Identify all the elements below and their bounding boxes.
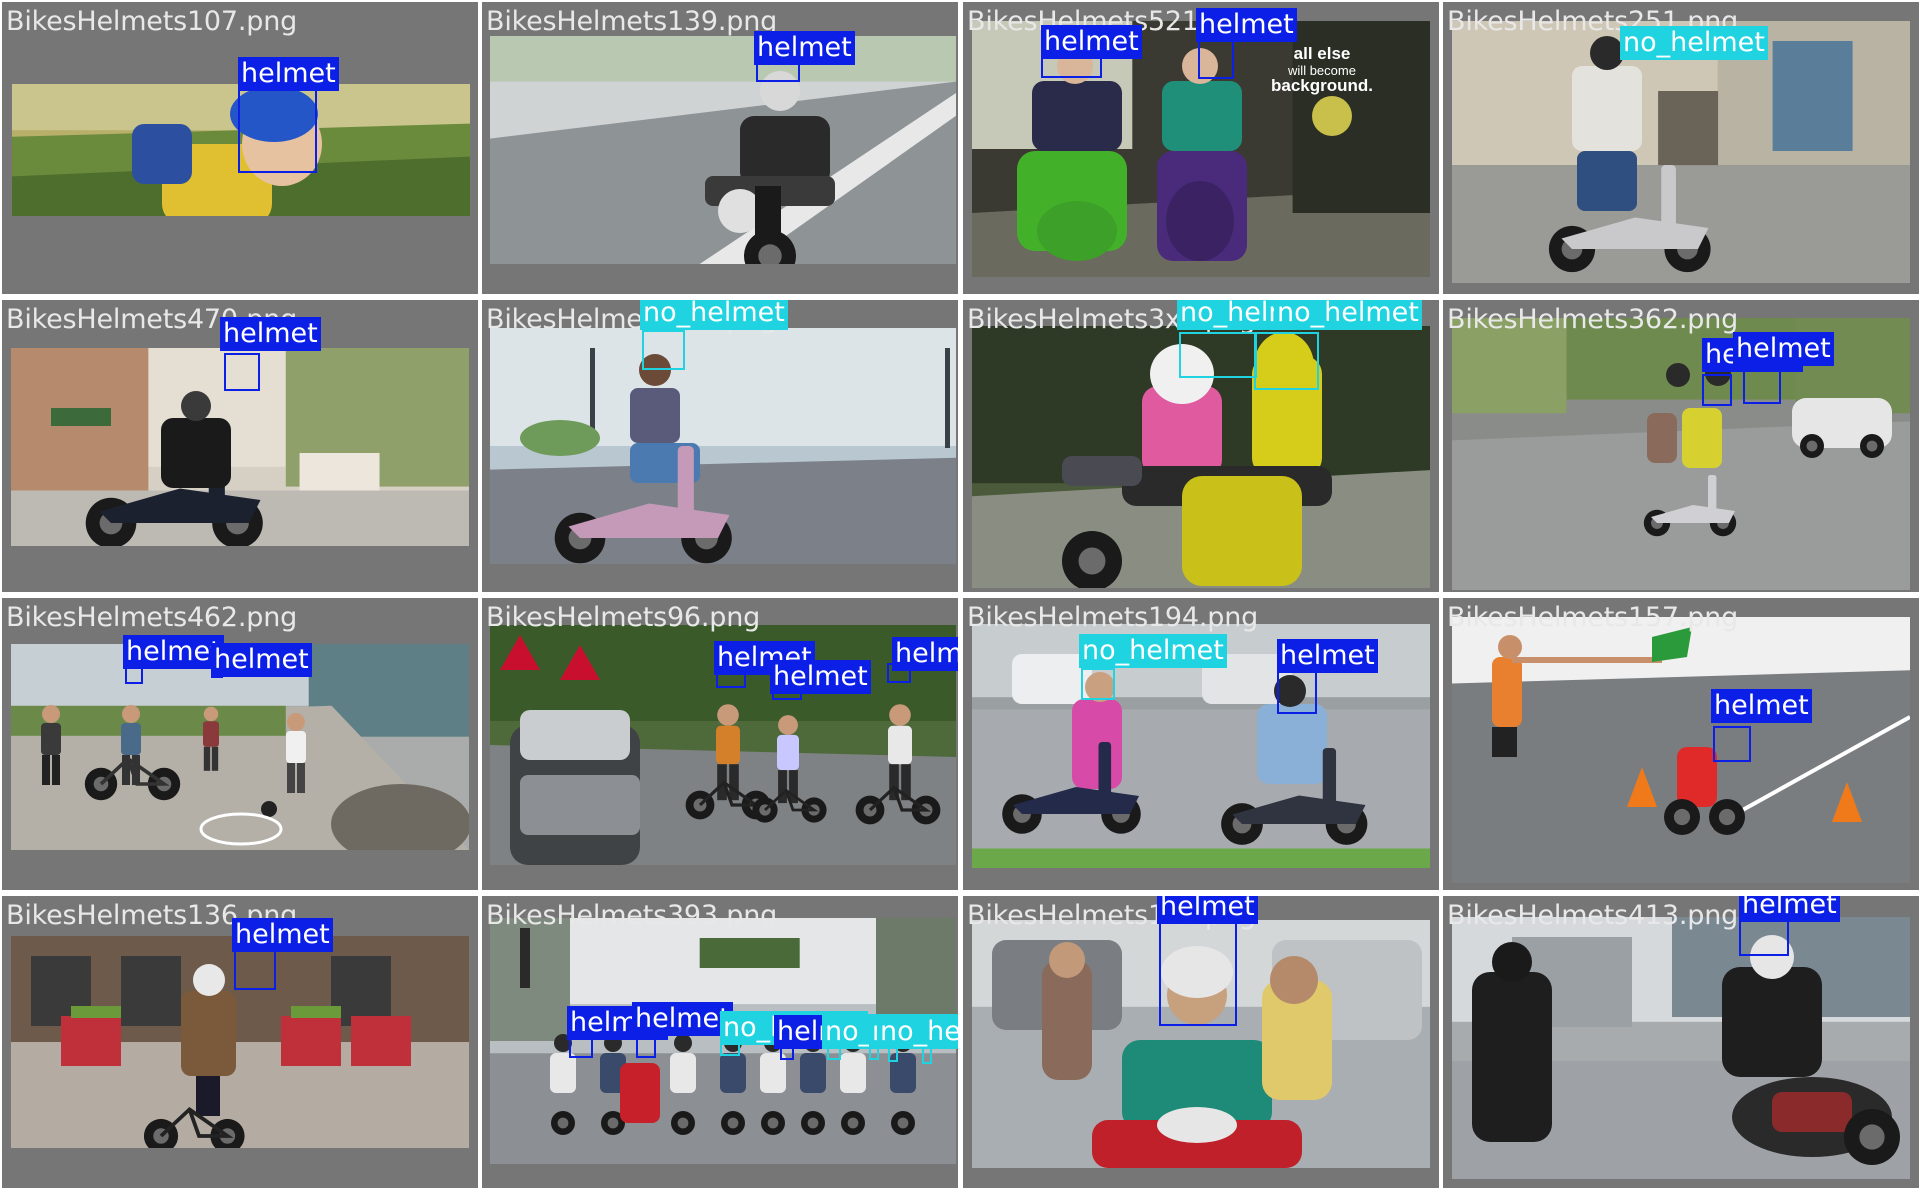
mosaic-tile: BikesHelmets251.png no_helmet — [1443, 2, 1919, 294]
scene-photo: all else will become background. — [972, 21, 1430, 277]
detection-label: helmet — [632, 1002, 733, 1036]
detection-box — [224, 353, 260, 391]
scene-photo — [1452, 21, 1910, 283]
svg-text:all else: all else — [1294, 44, 1351, 63]
detection-label: helmet — [1196, 8, 1297, 42]
scene-photo — [490, 36, 956, 264]
image-filename: BikesHelmets96.png — [486, 602, 761, 633]
scene-photo — [1452, 617, 1910, 883]
detection-label: helmet — [238, 57, 339, 91]
detection-label: helmet — [754, 31, 855, 65]
detection-box — [1198, 39, 1234, 79]
detection-box — [1179, 332, 1257, 378]
detection-label: helmet — [123, 635, 224, 669]
detection-label: helmet — [211, 643, 312, 677]
scene-photo — [972, 920, 1430, 1168]
detection-box — [1713, 726, 1751, 762]
detection-box — [1081, 668, 1115, 700]
mosaic-tile: BikesHelmets136.png helmet — [2, 896, 478, 1188]
image-filename: BikesHelmets462.png — [6, 602, 298, 633]
image-filename: BikesHelmets107.png — [6, 6, 298, 37]
detection-label: helmet — [892, 637, 958, 671]
detection-box — [1254, 332, 1319, 390]
scene-photo — [1452, 318, 1910, 590]
detection-label: helmet — [770, 660, 871, 694]
image-filename: BikesHelmets194.png — [967, 602, 1259, 633]
detection-box — [1739, 918, 1789, 956]
mosaic-tile: BikesHelmets413.png helmet — [1443, 896, 1919, 1188]
detection-label: no_helmet — [1274, 300, 1422, 330]
detection-box — [1277, 670, 1317, 714]
scene-photo — [490, 328, 956, 564]
scene-photo — [1452, 917, 1910, 1179]
detection-box — [1159, 918, 1237, 1026]
svg-text:will become: will become — [1287, 63, 1356, 78]
mosaic-tile: BikesHelmets462.png helmet helmet — [2, 598, 478, 890]
detection-box — [569, 1038, 593, 1058]
detection-label: helmet — [1733, 332, 1834, 366]
detection-label: helmet — [714, 641, 815, 675]
mosaic-tile: BikesHelmets107.png helmet — [2, 2, 478, 294]
detection-label: helmet — [1277, 639, 1378, 673]
mosaic-tile: BikesHelmets303.png no_helmet — [482, 300, 958, 592]
image-filename: BikesHelmets413.png — [1447, 900, 1739, 931]
detection-box — [636, 1038, 656, 1058]
image-filename: BikesHelmets139.png — [486, 6, 778, 37]
scene-photo — [11, 348, 469, 546]
detection-label: no_helmet — [1079, 634, 1227, 668]
mosaic-tile: BikesHelmets3xx.png no_helmet no_helmet — [963, 300, 1439, 592]
detection-box — [1743, 368, 1781, 404]
mosaic-tile: BikesHelmets96.pnghelmethelmethelmet — [482, 598, 958, 890]
mosaic-tile: all else will become background. BikesHelme… — [963, 2, 1439, 294]
detection-label: helmet — [1739, 896, 1840, 922]
detection-box — [642, 330, 685, 370]
detection-label: helmet — [1711, 689, 1812, 723]
detection-label: helmet — [1041, 25, 1142, 59]
mosaic-tile: BikesHelmets139.png helmet — [482, 2, 958, 294]
detection-label: helmet — [232, 918, 333, 952]
mosaic-tile: BikesHelmets470.png helmet — [2, 300, 478, 592]
detection-label: helmet — [220, 317, 321, 351]
mosaic-tile: BikesHelmets157.png helmet — [1443, 598, 1919, 890]
detection-box — [1702, 374, 1732, 406]
scene-photo — [490, 625, 956, 865]
detection-label: no_helmet — [877, 1015, 958, 1049]
detection-label: helmet — [1157, 896, 1258, 924]
detection-label: no_helmet — [1620, 26, 1768, 60]
image-filename: BikesHelmets362.png — [1447, 304, 1739, 335]
image-filename: BikesHelmets393.png — [486, 900, 778, 931]
scene-photo — [11, 936, 469, 1148]
detection-box — [234, 948, 276, 990]
detection-box — [238, 89, 317, 173]
scene-photo — [12, 84, 470, 216]
mosaic-tile: BikesHelmets393.pnghelmethelmetno_helmet… — [482, 896, 958, 1188]
mosaic-tile: BikesHelmets1xx.png helmet — [963, 896, 1439, 1188]
mosaic-tile: BikesHelmets194.png no_helmet helmet — [963, 598, 1439, 890]
detection-label: no_helmet — [640, 300, 788, 330]
scene-photo — [11, 644, 469, 850]
svg-text:background.: background. — [1271, 76, 1373, 95]
image-filename: BikesHelmets157.png — [1447, 602, 1739, 633]
scene-photo — [972, 326, 1430, 588]
